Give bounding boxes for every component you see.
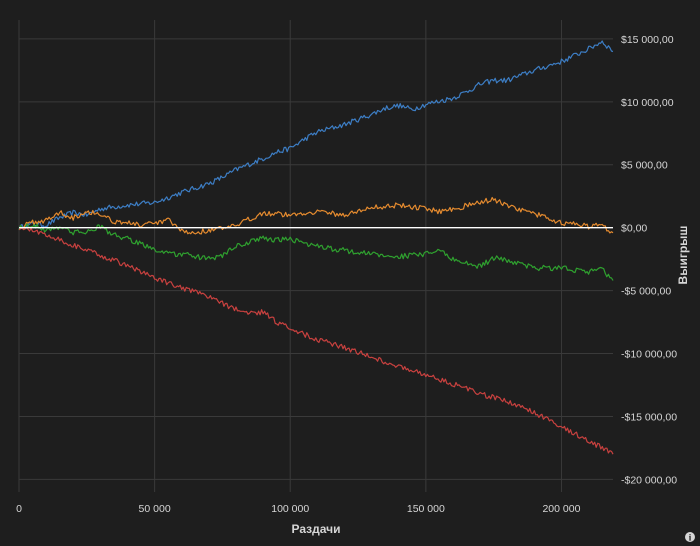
x-tick-label: 100 000	[271, 503, 309, 515]
x-tick-label: 0	[16, 503, 22, 515]
y-tick-label: -$20 000,00	[621, 474, 677, 486]
y-axis-title: Выигрыш	[676, 226, 690, 285]
y-tick-label: -$10 000,00	[621, 349, 677, 361]
y-axis-ticks: $15 000,00 $10 000,00 $5 000,00 $0,00 -$5 00…	[621, 34, 677, 487]
y-tick-label: -$5 000,00	[621, 286, 671, 298]
info-icon[interactable]: i	[685, 532, 695, 543]
series-line	[18, 223, 614, 281]
x-axis-title: Раздачи	[292, 522, 341, 536]
series-line	[18, 196, 614, 235]
y-tick-label: $15 000,00	[621, 34, 674, 46]
x-tick-label: 150 000	[407, 503, 445, 515]
x-tick-label: 200 000	[542, 503, 580, 515]
x-tick-label: 50 000	[139, 503, 171, 515]
svg-text:i: i	[689, 533, 692, 543]
x-axis-ticks: 0 50 000 100 000 150 000 200 000	[16, 503, 581, 515]
y-tick-label: $5 000,00	[621, 160, 668, 172]
series-line	[18, 40, 614, 230]
y-tick-label: $0,00	[621, 223, 647, 235]
grid-lines	[18, 20, 613, 492]
y-tick-label: $10 000,00	[621, 97, 674, 109]
series-line	[18, 227, 614, 455]
series-lines	[18, 40, 614, 455]
y-tick-label: -$15 000,00	[621, 411, 677, 423]
